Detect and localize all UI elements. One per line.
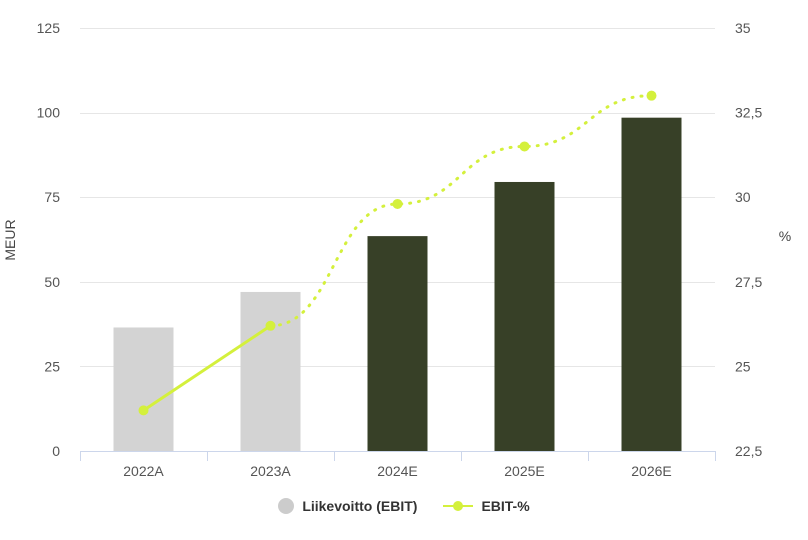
line-series: [138, 90, 657, 416]
legend-marker-line: [443, 498, 474, 514]
y-right-tick-label: 32,5: [735, 105, 762, 121]
x-tick-label: 2025E: [504, 463, 544, 479]
line-point: [646, 90, 657, 101]
y-left-tick-label: 100: [37, 105, 61, 121]
legend: Liikevoitto (EBIT) EBIT-%: [0, 498, 808, 514]
y-axis-left-title: MEUR: [2, 219, 18, 260]
legend-label-ebit: Liikevoitto (EBIT): [302, 498, 418, 514]
line-dotted-segment: [269, 94, 653, 328]
line-point: [265, 320, 276, 331]
bar: [494, 181, 555, 452]
y-left-tick-label: 50: [44, 274, 60, 290]
bar: [113, 327, 174, 451]
y-right-tick-label: 27,5: [735, 274, 762, 290]
y-axis-left: 0 25 50 75 100 125: [37, 20, 61, 459]
y-axis-right-title: %: [779, 228, 791, 244]
y-left-tick-label: 75: [44, 189, 60, 205]
legend-item-ebit[interactable]: Liikevoitto (EBIT): [278, 498, 417, 514]
y-right-tick-label: 22,5: [735, 443, 762, 459]
y-left-tick-label: 25: [44, 358, 60, 374]
bar: [367, 236, 428, 451]
y-left-tick-label: 0: [52, 443, 60, 459]
x-tick-label: 2026E: [631, 463, 671, 479]
line-point: [392, 198, 403, 209]
y-left-tick-label: 125: [37, 20, 61, 36]
y-right-tick-label: 30: [735, 189, 751, 205]
line-point: [138, 405, 149, 416]
chart-svg: 2022A 2023A 2024E 2025E 2026E 0255075100125 …: [2, 20, 791, 479]
legend-item-ebit-percent[interactable]: EBIT-%: [443, 498, 530, 514]
line-solid-segment: [142, 324, 272, 412]
y-axis-right: 22,5 25 27,5 30 32,5 35: [735, 20, 762, 459]
x-axis: 2022A 2023A 2024E 2025E 2026E: [80, 451, 716, 479]
line-point: [519, 141, 530, 152]
x-tick-label: 2023A: [250, 463, 291, 479]
y-right-tick-label: 35: [735, 20, 751, 36]
legend-label-ebit-percent: EBIT-%: [481, 498, 530, 514]
legend-marker-bar: [278, 498, 295, 514]
bar: [621, 117, 682, 452]
bar-series: [113, 117, 682, 452]
x-tick-label: 2022A: [123, 463, 164, 479]
bar: [240, 291, 301, 451]
x-tick-label: 2024E: [377, 463, 417, 479]
y-right-tick-label: 25: [735, 358, 751, 374]
